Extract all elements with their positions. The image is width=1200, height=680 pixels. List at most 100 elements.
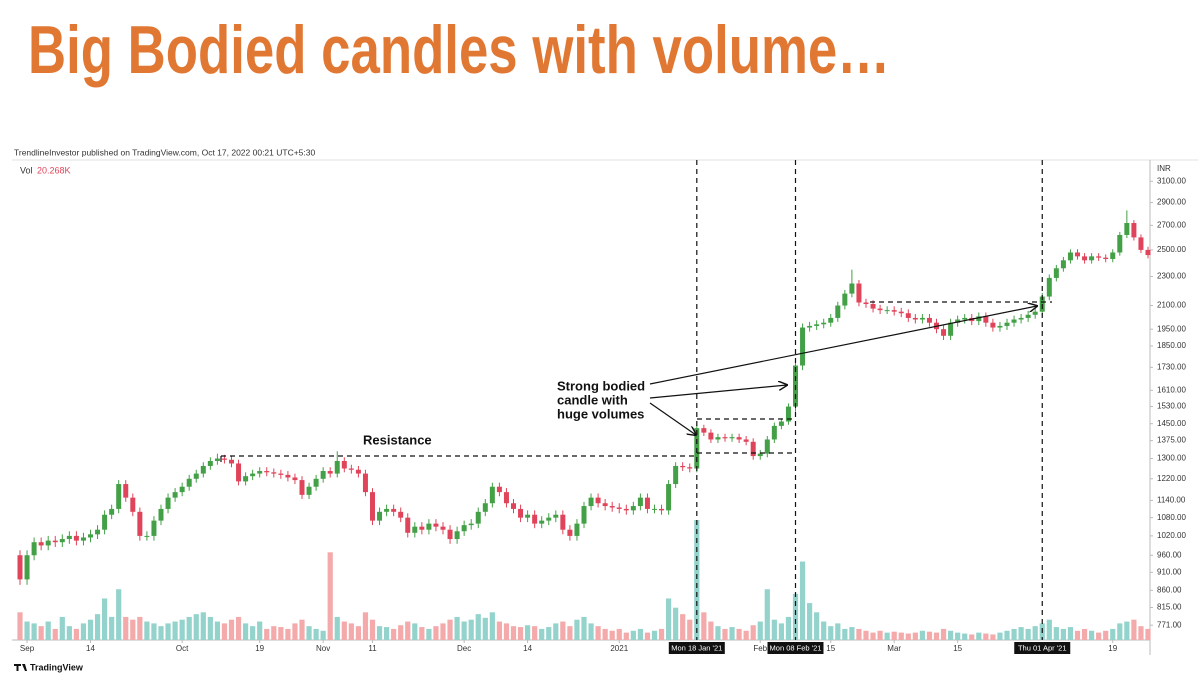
volume-bar bbox=[1103, 630, 1109, 640]
marker-label: Mon 08 Feb '21 bbox=[770, 643, 822, 652]
candle-body bbox=[567, 529, 573, 536]
volume-bar bbox=[172, 621, 178, 640]
volume-bar bbox=[764, 589, 770, 640]
volume-bar bbox=[52, 628, 58, 640]
volume-bar bbox=[1138, 626, 1144, 640]
candle-body bbox=[236, 463, 242, 482]
volume-bar bbox=[475, 614, 481, 640]
candle-body bbox=[1060, 260, 1066, 269]
candle-body bbox=[743, 439, 749, 442]
candle-body bbox=[532, 514, 538, 524]
candle-body bbox=[419, 526, 425, 530]
candle-body bbox=[468, 523, 474, 526]
candle-body bbox=[285, 474, 291, 478]
y-tick-label: 2300.00 bbox=[1157, 272, 1186, 281]
volume-bar bbox=[144, 621, 150, 640]
volume-bar bbox=[912, 632, 918, 640]
candle-body bbox=[193, 473, 199, 479]
candle-body bbox=[229, 459, 234, 464]
callout-line: candle with bbox=[557, 392, 628, 407]
candle-body bbox=[616, 507, 622, 509]
candle-body bbox=[680, 465, 686, 468]
volume-bar bbox=[1117, 623, 1123, 640]
volume-bar bbox=[525, 625, 531, 640]
volume-bar bbox=[623, 632, 629, 640]
candle-body bbox=[644, 497, 650, 509]
x-tick-label: Dec bbox=[457, 644, 471, 653]
candle-body bbox=[426, 523, 432, 530]
candle-body bbox=[313, 478, 319, 487]
y-tick-label: 1450.00 bbox=[1157, 419, 1186, 428]
candle-body bbox=[306, 486, 312, 495]
candle-body bbox=[807, 325, 813, 328]
candle-body bbox=[496, 486, 502, 493]
candle-body bbox=[1075, 252, 1080, 257]
candle-body bbox=[370, 492, 375, 521]
brand-logo bbox=[14, 664, 27, 671]
candle-body bbox=[59, 539, 65, 543]
candle-body bbox=[454, 531, 460, 540]
y-tick-label: 1950.00 bbox=[1157, 324, 1186, 333]
volume-bar bbox=[1124, 621, 1130, 640]
y-tick-label: 2700.00 bbox=[1157, 220, 1186, 229]
volume-bar bbox=[66, 626, 72, 640]
volume-bar bbox=[630, 630, 636, 640]
candle-body bbox=[666, 484, 672, 511]
volume-bar bbox=[102, 598, 108, 640]
candle-body bbox=[405, 517, 411, 533]
y-tick-label: 2900.00 bbox=[1157, 198, 1186, 207]
volume-bar bbox=[616, 628, 622, 640]
volume-bar bbox=[687, 619, 693, 640]
volume-bar bbox=[87, 619, 94, 640]
volume-bar bbox=[729, 627, 735, 640]
candle-body bbox=[440, 526, 446, 530]
y-tick-label: 1375.00 bbox=[1157, 436, 1186, 445]
volume-bar bbox=[285, 628, 291, 640]
volume-bar bbox=[461, 621, 467, 640]
volume-bar bbox=[595, 626, 601, 640]
marker-box bbox=[668, 642, 725, 654]
candle-body bbox=[172, 492, 178, 498]
volume-bar bbox=[757, 621, 763, 640]
volume-bar bbox=[327, 552, 333, 640]
attribution: TrendlineInvestor published on TradingVi… bbox=[14, 147, 315, 157]
volume-bar bbox=[948, 630, 954, 640]
candle-body bbox=[511, 503, 516, 509]
candle-body bbox=[214, 458, 220, 461]
candle-body bbox=[1053, 268, 1059, 278]
volume-bar bbox=[1081, 628, 1088, 640]
candle-body bbox=[447, 529, 453, 540]
candle-body bbox=[116, 484, 122, 509]
x-tick-label: Nov bbox=[316, 644, 330, 653]
candle-body bbox=[701, 428, 707, 433]
volume-bar bbox=[130, 619, 136, 640]
candle-body bbox=[489, 486, 495, 504]
volume-bar bbox=[433, 626, 439, 640]
volume-bar bbox=[109, 616, 115, 640]
candle-body bbox=[433, 523, 439, 527]
volume-bar bbox=[919, 630, 925, 640]
x-tick-label: Oct bbox=[176, 644, 189, 653]
volume-label: Vol bbox=[20, 165, 33, 175]
volume-bar bbox=[264, 628, 270, 640]
x-tick-label: 19 bbox=[1108, 644, 1117, 653]
volume-bar bbox=[384, 627, 390, 640]
candle-body bbox=[736, 437, 742, 440]
candle-body bbox=[637, 497, 643, 507]
candle-body bbox=[1018, 317, 1024, 320]
volume-bar bbox=[1011, 628, 1017, 640]
candle-body bbox=[856, 283, 862, 303]
candle-body bbox=[384, 508, 390, 512]
volume-bar bbox=[1025, 628, 1031, 640]
volume-bar bbox=[489, 612, 495, 640]
volume-bar bbox=[38, 626, 44, 640]
x-tick-label: 19 bbox=[255, 644, 264, 653]
y-tick-label: 1850.00 bbox=[1157, 341, 1186, 350]
candle-body bbox=[630, 506, 636, 511]
candle-body bbox=[1124, 223, 1130, 235]
y-tick-label: 1140.00 bbox=[1157, 496, 1186, 505]
volume-bar bbox=[546, 627, 552, 640]
volume-bar bbox=[567, 626, 573, 640]
y-tick-label: 2500.00 bbox=[1157, 245, 1186, 254]
candle-body bbox=[1004, 322, 1010, 326]
